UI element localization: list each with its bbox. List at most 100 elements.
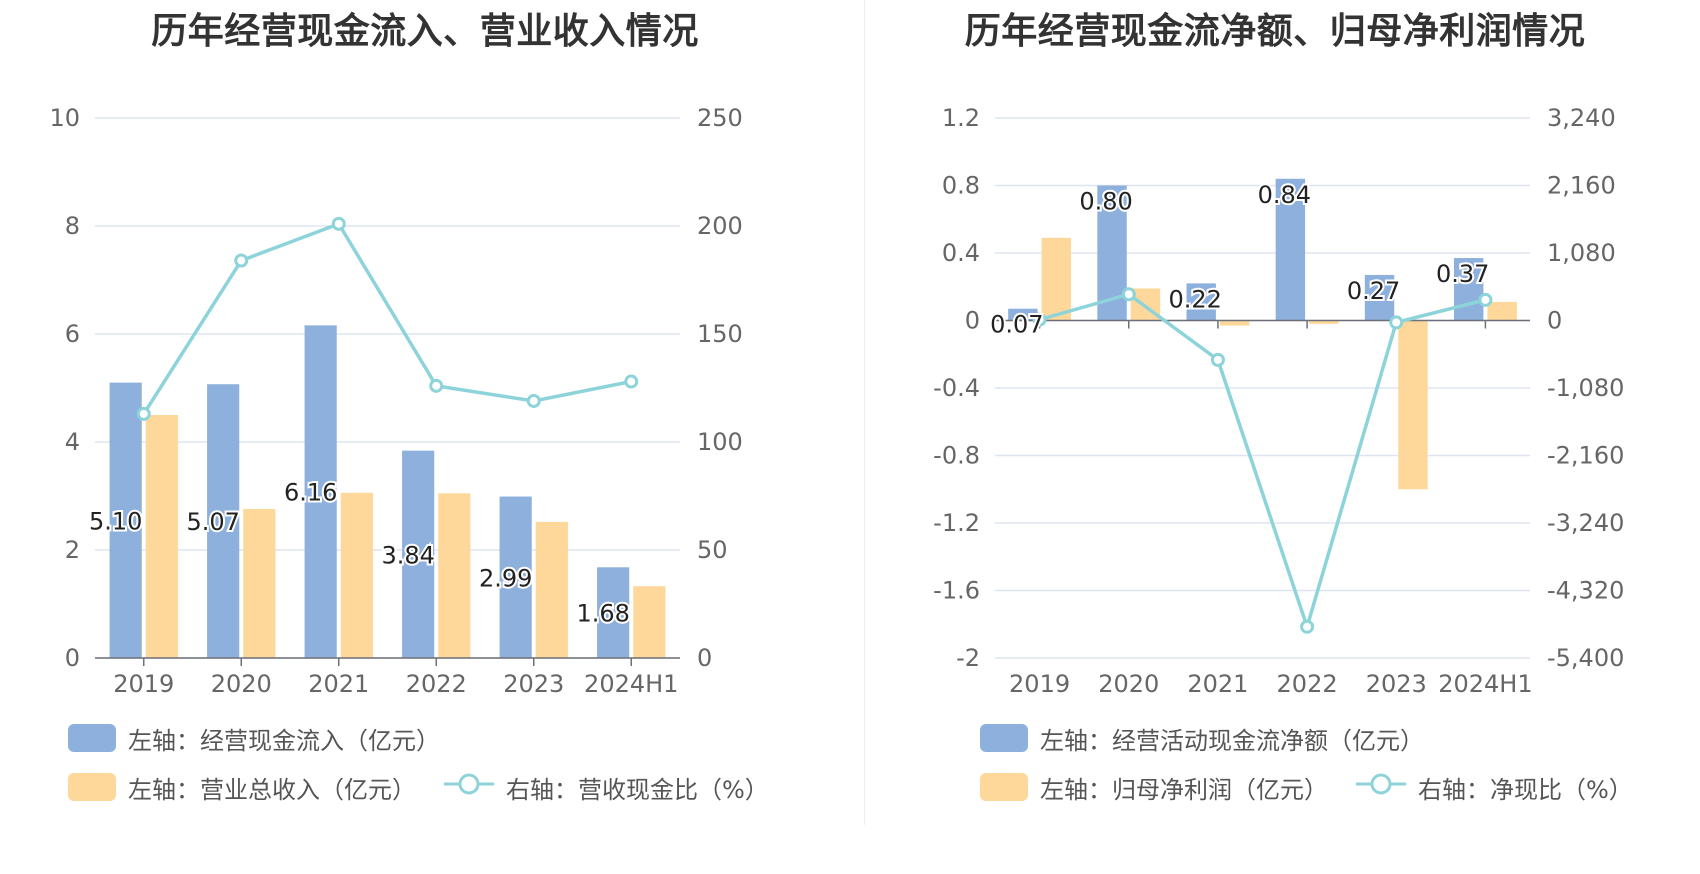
- bar-data-label: 0.80: [1079, 188, 1132, 216]
- left-chart-panel: 历年经营现金流入、营业收入情况 0 0 2 50 4 100 6 150 8 200 10 250 20…: [49, 11, 769, 804]
- right-axis-tick-label: 0: [1547, 307, 1562, 335]
- right-axis-tick-label: 3,240: [1547, 104, 1616, 132]
- line-series-point: [1032, 312, 1047, 327]
- right-axis-tick-label: -1,080: [1547, 374, 1624, 402]
- bar-data-label: 3.84: [381, 541, 434, 569]
- bar-series-2: [340, 492, 373, 658]
- bar-data-label: 6.16: [284, 479, 337, 507]
- left-axis-tick-label: 0: [65, 644, 80, 672]
- x-axis-category-label: 2021: [1187, 670, 1248, 698]
- line-series-point: [624, 374, 639, 389]
- bar-data-label: 0.84: [1258, 181, 1311, 209]
- line-series-point: [1389, 315, 1404, 330]
- bar-series-2: [243, 508, 276, 658]
- bar-series-2: [1041, 237, 1072, 321]
- line-series-point: [526, 393, 541, 408]
- bar-series-1: [1008, 308, 1038, 321]
- legend-swatch-blue-bar: [980, 724, 1028, 752]
- bar-data-label: 0.37: [1436, 260, 1489, 288]
- bar-data-label: 1.68: [576, 600, 629, 628]
- bar-data-label: 0.22: [1168, 285, 1221, 313]
- line-series-point: [1121, 287, 1136, 302]
- bar-series-1: [499, 496, 532, 658]
- bar-series-1: [1186, 283, 1216, 321]
- left-axis-tick-label: 10: [49, 104, 80, 132]
- left-axis-tick-label: -1.2: [933, 509, 980, 537]
- legend-swatch-yellow-bar: [68, 773, 116, 801]
- legend-label-cash-inflow: 左轴：经营现金流入（亿元）: [128, 726, 440, 755]
- left-axis-tick-label: 4: [65, 428, 80, 456]
- left-axis-tick-label: 1.2: [942, 104, 980, 132]
- bar-series-1: [597, 567, 630, 658]
- left-axis-tick-label: 0.8: [942, 172, 980, 200]
- left-axis-tick-label: 8: [65, 212, 80, 240]
- line-series-point: [1478, 292, 1493, 307]
- legend-row-1: 左轴：经营现金流入（亿元）: [68, 721, 440, 755]
- left-axis-tick-label: -1.6: [933, 577, 980, 605]
- x-axis-category-label: 2023: [503, 670, 564, 698]
- bar-data-label: 5.10: [89, 507, 142, 535]
- legend-label-revenue: 左轴：营业总收入（亿元）: [128, 775, 416, 804]
- line-series-point: [234, 253, 249, 268]
- bar-series-1: [402, 450, 435, 658]
- bar-series-2: [438, 493, 471, 658]
- legend-label-net-cash-flow: 左轴：经营活动现金流净额（亿元）: [1040, 726, 1424, 755]
- line-series-path: [142, 221, 632, 415]
- x-axis-category-label: 2021: [308, 670, 369, 698]
- legend-label-net-profit: 左轴：归母净利润（亿元）: [1040, 775, 1328, 804]
- right-axis-tick-label: 200: [697, 212, 743, 240]
- legend-swatch-line-icon: [1356, 770, 1406, 804]
- bar-series-2: [145, 415, 178, 658]
- bar-series-2: [1398, 320, 1428, 490]
- x-axis-category-label: 2024H1: [1438, 670, 1532, 698]
- left-axis-tick-label: 0.4: [942, 239, 980, 267]
- right-axis-tick-label: 1,080: [1547, 239, 1616, 267]
- legend-swatch-yellow-bar: [980, 773, 1028, 801]
- right-axis-tick-label: -4,320: [1547, 577, 1624, 605]
- bar-series-2: [1309, 320, 1339, 324]
- right-axis-tick-label: 150: [697, 320, 743, 348]
- x-axis-category-label: 2020: [1098, 670, 1159, 698]
- bar-series-1: [1453, 258, 1484, 321]
- left-axis-tick-label: -0.8: [933, 442, 980, 470]
- legend-label-net-cash-ratio: 右轴：净现比（%）: [1418, 775, 1633, 804]
- left-axis-tick-label: -0.4: [933, 374, 980, 402]
- bar-series-2: [1487, 301, 1517, 321]
- right-axis-tick-label: -2,160: [1547, 442, 1624, 470]
- bar-series-2: [633, 586, 666, 658]
- right-chart-svg: -2 -5,400 -1.6 -4,320 -1.2 -3,240 -0.8 -2,160 -0…: [933, 104, 1624, 698]
- bar-series-1: [109, 382, 142, 658]
- right-axis-tick-label: -5,400: [1547, 644, 1624, 672]
- chart-title: 历年经营现金流净额、归母净利润情况: [964, 11, 1586, 52]
- x-axis-category-label: 2022: [406, 670, 467, 698]
- x-axis-category-label: 2019: [1009, 670, 1070, 698]
- right-axis-tick-label: 250: [697, 104, 743, 132]
- right-chart-panel: 历年经营现金流净额、归母净利润情况 -2 -5,400 -1.6 -4,320 -1.2…: [850, 0, 1700, 874]
- x-axis-category-label: 2023: [1366, 670, 1427, 698]
- line-series-point: [1210, 352, 1225, 367]
- x-axis-category-label: 2019: [113, 670, 174, 698]
- right-axis-tick-label: 50: [697, 536, 728, 564]
- line-series-point: [136, 406, 151, 421]
- bar-data-label: 2.99: [479, 564, 532, 592]
- line-series-point: [429, 378, 444, 393]
- line-series-point: [1300, 619, 1315, 634]
- line-series-path: [1039, 292, 1486, 633]
- legend-row-1: 左轴：经营活动现金流净额（亿元）: [980, 721, 1424, 755]
- right-axis-tick-label: -3,240: [1547, 509, 1624, 537]
- right-axis-tick-label: 100: [697, 428, 743, 456]
- left-axis-tick-label: 6: [65, 320, 80, 348]
- bar-data-label: 5.07: [186, 508, 239, 536]
- x-axis-category-label: 2022: [1277, 670, 1338, 698]
- right-axis-tick-label: 0: [697, 644, 712, 672]
- legend-label-ratio: 右轴：营收现金比（%）: [506, 775, 769, 804]
- left-axis-tick-label: -2: [956, 644, 980, 672]
- legend-swatch-blue-bar: [68, 724, 116, 752]
- bar-series-1: [207, 384, 240, 658]
- bar-series-2: [1219, 320, 1250, 326]
- x-axis-category-label: 2020: [211, 670, 272, 698]
- x-axis-category-label: 2024H1: [584, 670, 678, 698]
- right-axis-tick-label: 2,160: [1547, 172, 1616, 200]
- bar-series-1: [304, 325, 337, 658]
- bar-data-label: 0.07: [990, 311, 1043, 339]
